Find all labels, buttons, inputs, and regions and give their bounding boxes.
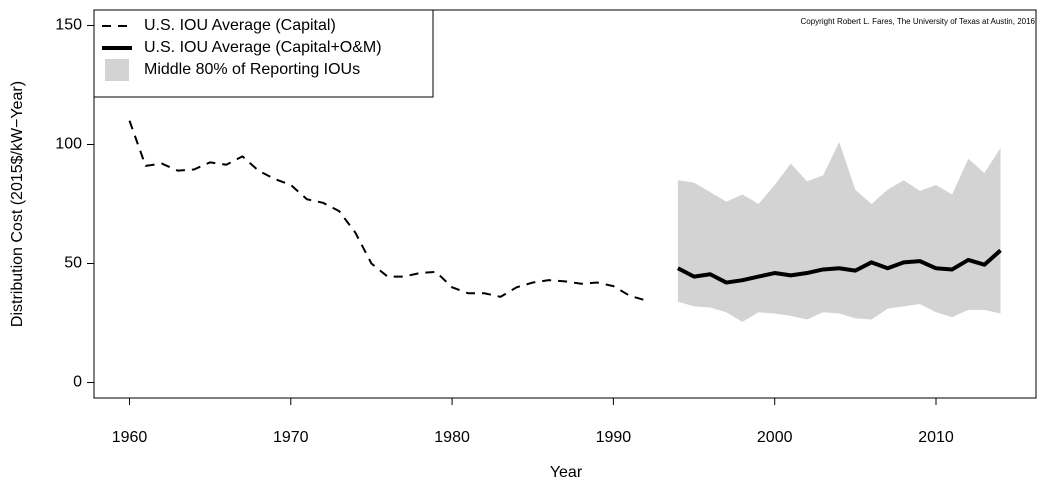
x-tick-label: 1970 bbox=[273, 429, 309, 446]
legend-label: U.S. IOU Average (Capital) bbox=[144, 17, 336, 34]
series-line bbox=[676, 248, 1002, 285]
y-axis-label: Distribution Cost (2015$/kW−Year) bbox=[9, 81, 26, 327]
series-line bbox=[128, 120, 646, 302]
y-tick-label: 50 bbox=[64, 255, 82, 272]
legend-swatch bbox=[105, 59, 129, 81]
x-axis-label: Year bbox=[550, 464, 583, 481]
y-tick-label: 150 bbox=[55, 17, 82, 34]
legend-box bbox=[93, 9, 434, 98]
y-tick-label: 100 bbox=[55, 136, 82, 153]
x-tick-label: 1980 bbox=[434, 429, 470, 446]
x-tick-label: 2000 bbox=[757, 429, 793, 446]
legend-label: U.S. IOU Average (Capital+O&M) bbox=[144, 39, 382, 56]
plot-frame bbox=[93, 9, 1037, 399]
x-tick-label: 1990 bbox=[596, 429, 632, 446]
x-tick-label: 1960 bbox=[112, 429, 148, 446]
y-tick-label: 0 bbox=[73, 374, 82, 391]
copyright: Copyright Robert L. Fares, The Universit… bbox=[801, 17, 1036, 26]
legend-label: Middle 80% of Reporting IOUs bbox=[144, 61, 360, 78]
x-tick-label: 2010 bbox=[918, 429, 954, 446]
band-area bbox=[677, 142, 1001, 322]
